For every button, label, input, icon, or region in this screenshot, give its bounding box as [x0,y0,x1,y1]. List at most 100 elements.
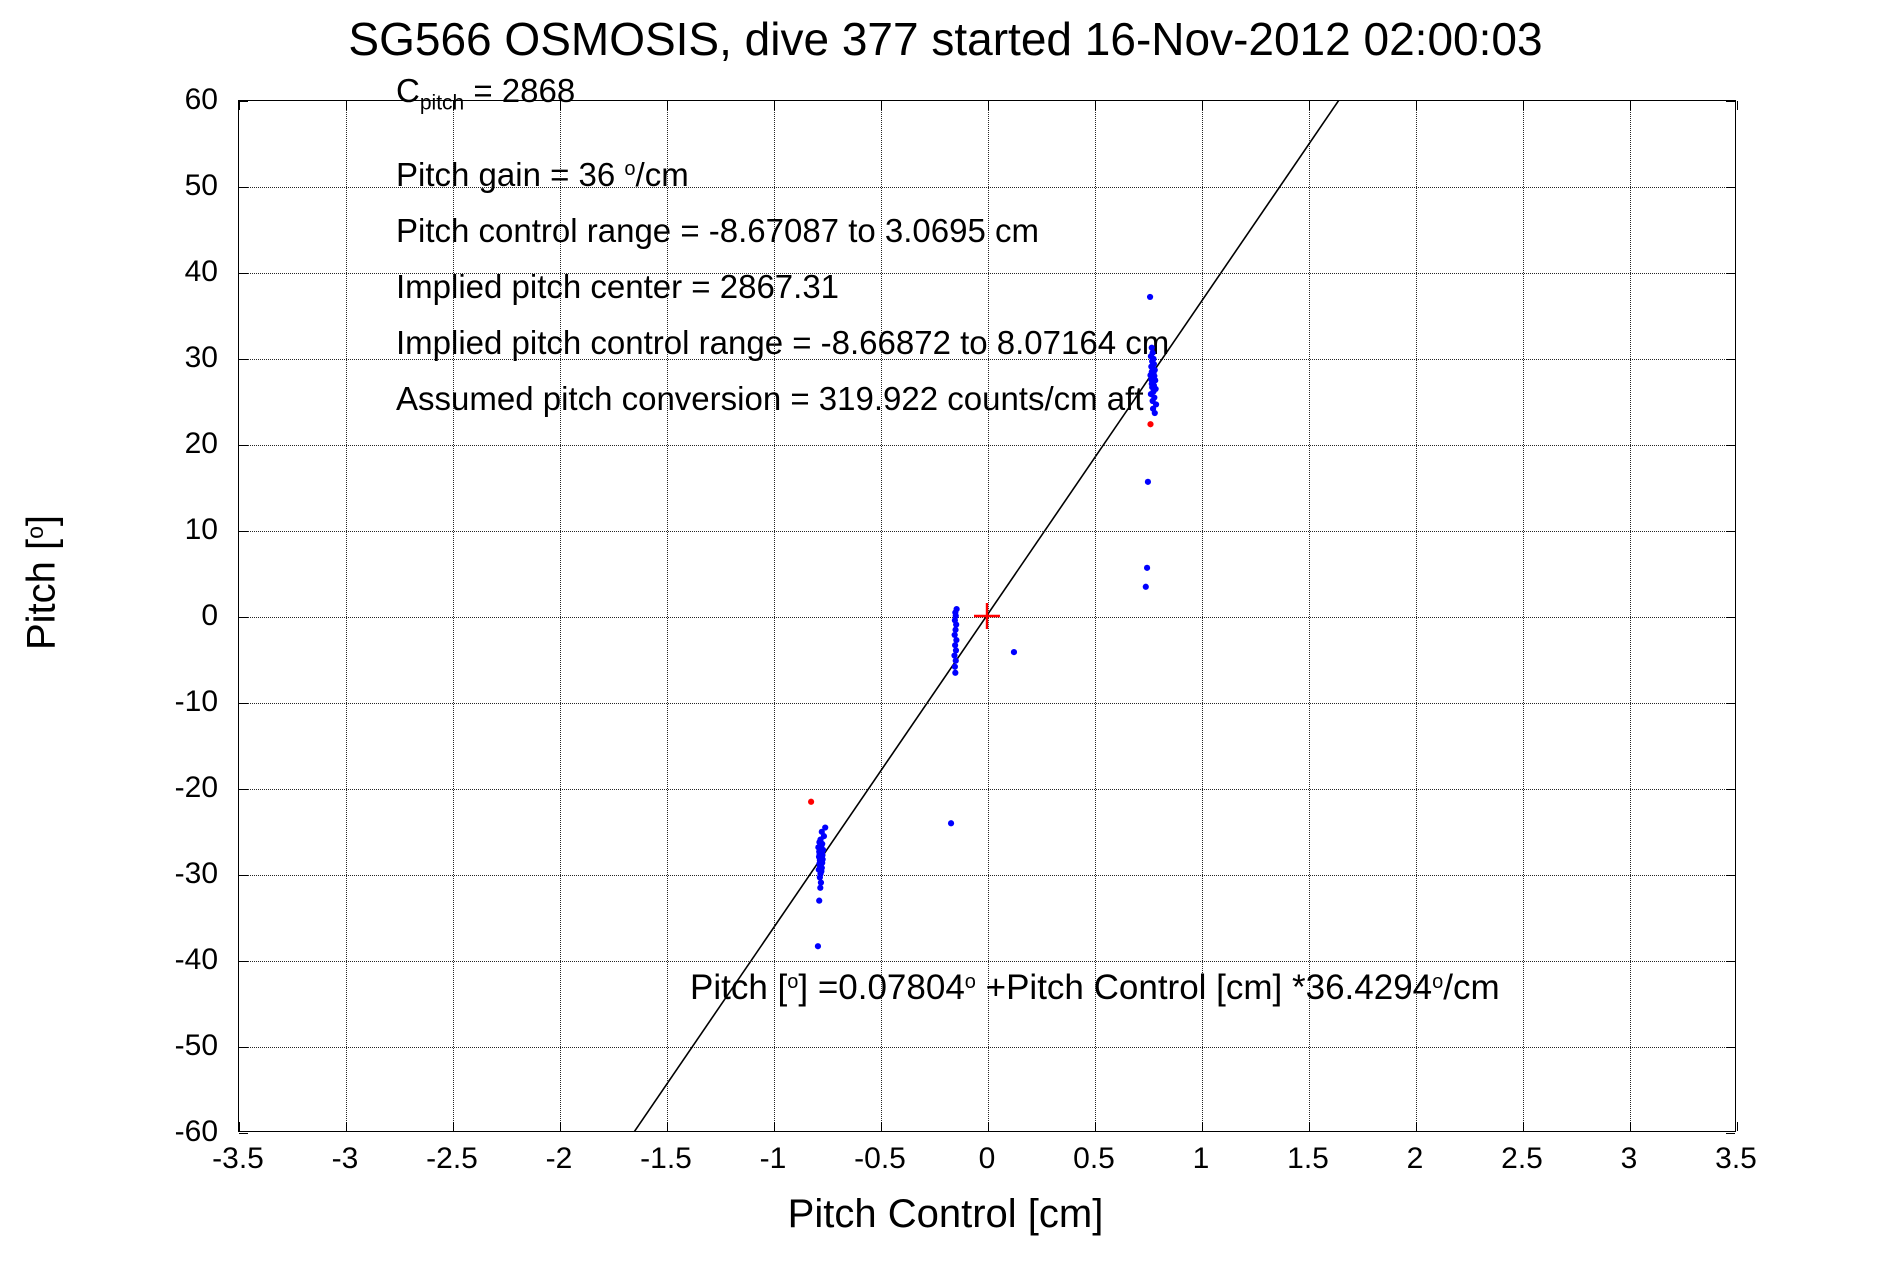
x-tick [1737,1122,1738,1131]
y-tick [239,187,248,188]
fit-equation-label: Pitch [o] =0.07804o +Pitch Control [cm] … [690,968,1500,1008]
annotation-implied-control-range: Implied pitch control range = -8.66872 t… [396,324,1170,361]
annotation-c-pitch: Cpitch = 2868 [396,72,575,115]
y-tick-label: 30 [184,341,218,374]
eqn-part-3: +Pitch Control [cm] *36.4294 [975,968,1433,1007]
x-tick-top [881,101,882,110]
x-tick-label: -0.5 [854,1142,906,1175]
y-tick-label: -30 [174,857,218,890]
c-pitch-prefix: C [396,72,420,109]
y-tick-right [1726,101,1735,102]
x-gridline [560,101,561,1131]
pitch-gain-units: /cm [635,156,689,193]
x-tick-top [560,101,561,110]
x-tick [1416,1122,1417,1131]
y-tick-right [1726,531,1735,532]
eqn-part-4: /cm [1443,968,1500,1007]
c-pitch-subscript: pitch [419,91,465,115]
y-axis-label-prefix: Pitch [ [19,538,64,651]
x-gridline [1416,101,1417,1131]
x-tick-top [239,101,240,110]
y-tick [239,961,248,962]
x-tick [1309,1122,1310,1131]
y-tick [239,1047,248,1048]
pitch-gain-text: Pitch gain = 36 [396,156,625,193]
x-tick-label: 1.5 [1287,1142,1329,1175]
x-gridline [667,101,668,1131]
x-tick-label: -3 [331,1142,359,1175]
annotation-pitch-conversion: Assumed pitch conversion = 319.922 count… [396,380,1144,417]
y-tick [239,1133,248,1134]
x-tick-top [1202,101,1203,110]
x-tick-label: 3.5 [1715,1142,1757,1175]
x-tick-label: 3 [1620,1142,1638,1175]
degree-symbol-icon: o [964,971,976,993]
y-tick-label: 40 [184,255,218,288]
y-tick-label: -40 [174,943,218,976]
y-tick [239,875,248,876]
y-tick-label: 60 [184,83,218,116]
x-tick-label: 0 [978,1142,996,1175]
y-tick [239,617,248,618]
x-tick-top [774,101,775,110]
y-tick-right [1726,789,1735,790]
x-tick-label: 0.5 [1073,1142,1115,1175]
x-tick-label: -3.5 [212,1142,264,1175]
x-tick-top [1095,101,1096,110]
annotation-pitch-gain: Pitch gain = 36 o/cm [396,156,689,194]
x-tick-top [1737,101,1738,110]
y-tick-label: 20 [184,427,218,460]
y-tick-right [1726,445,1735,446]
y-tick-right [1726,273,1735,274]
y-tick-label: -60 [174,1115,218,1148]
y-tick-label: -50 [174,1029,218,1062]
y-tick-label: 0 [201,599,218,632]
x-gridline [1630,101,1631,1131]
y-tick-right [1726,961,1735,962]
x-tick-label: -2 [545,1142,573,1175]
x-tick [881,1122,882,1131]
y-tick-label: -20 [174,771,218,804]
x-tick-top [453,101,454,110]
y-tick-label: -10 [174,685,218,718]
y-tick [239,101,248,102]
x-tick-top [346,101,347,110]
x-tick [239,1122,240,1131]
y-gridline [239,617,1735,618]
x-gridline [1523,101,1524,1131]
y-axis-label: Pitch [o] [20,323,65,843]
x-tick-top [1630,101,1631,110]
x-tick [453,1122,454,1131]
x-tick-top [1523,101,1524,110]
x-axis-label: Pitch Control [cm] [787,1192,1104,1236]
y-gridline [239,531,1735,532]
y-gridline [239,445,1735,446]
x-tick-top [1309,101,1310,110]
x-tick [667,1122,668,1131]
x-tick [560,1122,561,1131]
x-tick [346,1122,347,1131]
x-tick-top [1416,101,1417,110]
y-tick-right [1726,187,1735,188]
x-tick-label: -1.5 [640,1142,692,1175]
annotation-implied-pitch-center: Implied pitch center = 2867.31 [396,268,840,305]
eqn-part-1: Pitch [ [690,968,788,1007]
y-tick-right [1726,703,1735,704]
y-tick [239,703,248,704]
y-tick-label: 10 [184,513,218,546]
y-gridline [239,703,1735,704]
annotation-pitch-control-range: Pitch control range = -8.67087 to 3.0695… [396,212,1039,249]
x-tick-label: -1 [759,1142,787,1175]
y-tick-right [1726,1133,1735,1134]
c-pitch-value: = 2868 [464,72,576,109]
x-tick [1630,1122,1631,1131]
y-gridline [239,875,1735,876]
degree-symbol-icon: o [1432,971,1444,993]
y-tick-right [1726,617,1735,618]
y-tick [239,531,248,532]
x-tick [1095,1122,1096,1131]
y-tick-label: 50 [184,169,218,202]
y-tick-right [1726,875,1735,876]
y-gridline [239,961,1735,962]
